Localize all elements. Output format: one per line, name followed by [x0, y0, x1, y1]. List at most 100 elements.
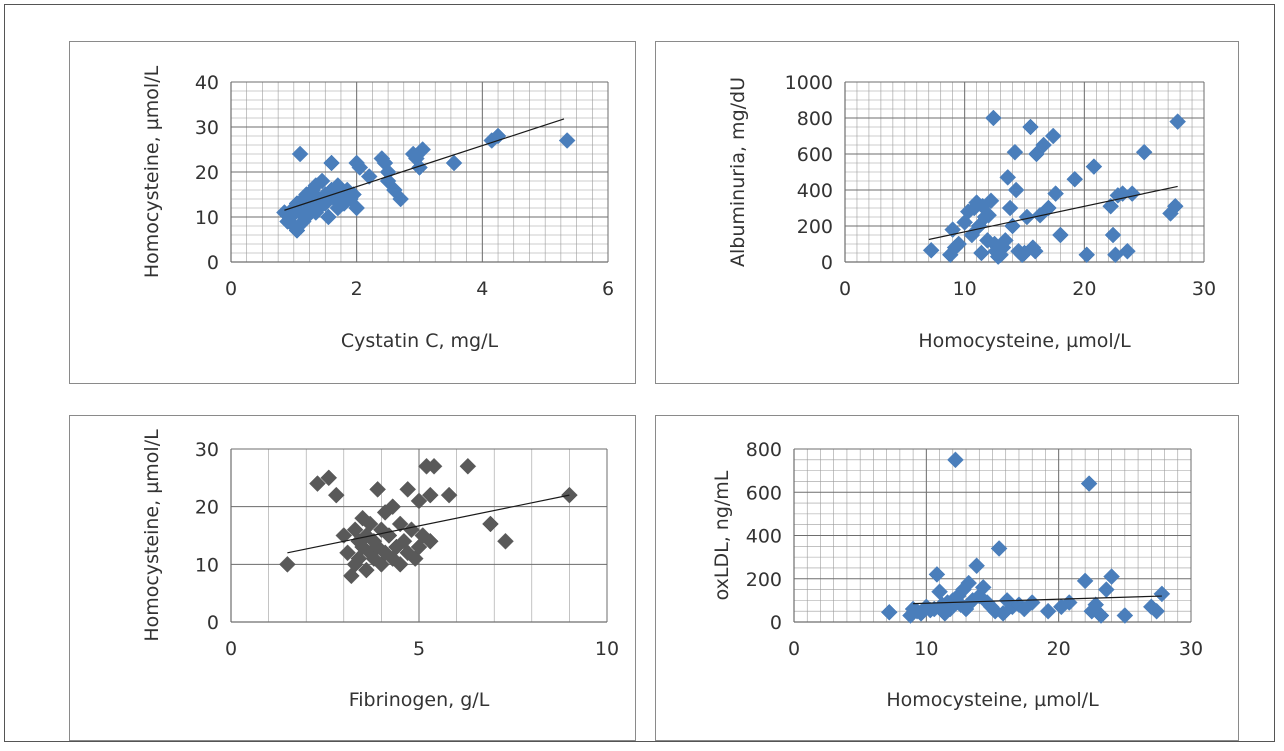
y-tick-label: 20 [195, 162, 219, 184]
x-tick-label: 10 [953, 278, 977, 300]
data-point [1039, 602, 1057, 620]
data-point [345, 186, 362, 203]
scatter-chart-homocysteine-albuminuria: 0 10 20 30 0 200 400 600 800 1000 Homocysteine, µm… [727, 72, 1216, 352]
data-point [391, 515, 409, 533]
y-tick-label: 400 [746, 526, 782, 548]
data-point [403, 521, 420, 539]
x-tick-label: 20 [1072, 278, 1096, 300]
data-point [558, 132, 576, 149]
y-tick-label: 40 [195, 72, 219, 94]
data-point [947, 451, 964, 469]
data-point [392, 190, 410, 208]
data-points [279, 457, 578, 585]
data-point [279, 555, 296, 573]
y-tick-label: 600 [797, 144, 833, 166]
y-tick-label: 20 [195, 497, 219, 519]
y-tick-label: 200 [746, 569, 782, 591]
data-point [421, 532, 439, 550]
chart-panel-cystatin: 0 2 4 6 0 10 20 30 40 Cystatin C, mg/L Homocystein… [69, 41, 636, 384]
data-point [950, 235, 968, 253]
x-tick-label: 0 [788, 638, 800, 660]
data-point [1119, 242, 1136, 260]
data-point [410, 492, 428, 510]
x-tick-label: 0 [225, 278, 237, 300]
data-point [421, 486, 439, 504]
data-point [974, 579, 992, 596]
data-point [1076, 572, 1094, 590]
data-point [391, 555, 409, 573]
x-tick-label: 30 [1179, 638, 1203, 660]
data-point [1040, 199, 1057, 217]
data-point [1001, 199, 1019, 217]
x-tick-label: 20 [1047, 638, 1071, 660]
data-point [996, 232, 1014, 249]
scatter-chart-homocysteine-oxldl: 0 10 20 30 0 200 400 600 800 Homocysteine, µmol/L… [711, 439, 1203, 711]
y-axis-title: Homocysteine, µmol/L [141, 429, 163, 642]
trendline [913, 595, 1162, 605]
x-tick-label: 10 [914, 638, 938, 660]
data-point [1007, 181, 1025, 199]
data-point [309, 475, 326, 492]
data-point [1107, 246, 1124, 264]
y-tick-label: 1000 [785, 72, 833, 94]
y-tick-label: 10 [195, 554, 219, 576]
y-tick-label: 0 [207, 252, 219, 274]
data-points [276, 127, 576, 239]
data-point [425, 457, 443, 475]
data-point [968, 557, 985, 575]
data-point [982, 192, 1000, 210]
x-axis-title: Fibrinogen, g/L [349, 689, 490, 711]
data-points [880, 451, 1171, 624]
y-tick-label: 200 [797, 216, 833, 238]
y-tick-label: 0 [770, 612, 782, 634]
trendline [284, 118, 565, 211]
x-tick-label: 6 [602, 278, 614, 300]
y-tick-label: 800 [746, 439, 782, 461]
data-point [459, 457, 477, 475]
data-point [482, 515, 499, 533]
y-tick-label: 400 [797, 180, 833, 202]
data-point [327, 486, 345, 504]
data-point [1052, 226, 1069, 244]
data-point [323, 154, 340, 172]
data-point [339, 544, 356, 562]
data-point [1148, 602, 1165, 620]
data-point [1022, 118, 1039, 136]
data-point [497, 532, 514, 550]
grid [793, 448, 1192, 623]
data-point [990, 540, 1008, 557]
data-point [1078, 246, 1096, 264]
x-tick-label: 5 [413, 638, 425, 660]
data-point [1102, 197, 1120, 215]
trendline [287, 494, 570, 554]
y-tick-label: 800 [797, 108, 833, 130]
data-point [399, 481, 417, 498]
data-point [360, 168, 378, 185]
scatter-chart-cystatin-homocysteine: 0 2 4 6 0 10 20 30 40 Cystatin C, mg/L Homocystein… [141, 65, 614, 352]
data-point [361, 515, 379, 533]
data-point [1006, 143, 1024, 161]
data-point [335, 527, 353, 544]
y-tick-label: 10 [195, 207, 219, 229]
figure-frame: 0 2 4 6 0 10 20 30 40 Cystatin C, mg/L Homocystein… [4, 4, 1275, 742]
data-point [960, 574, 978, 592]
y-tick-label: 0 [821, 252, 833, 274]
data-point [489, 127, 507, 145]
data-point [1116, 607, 1134, 624]
x-tick-label: 0 [225, 638, 237, 660]
y-axis-title: Homocysteine, µmol/L [141, 65, 163, 278]
data-point [1047, 185, 1064, 202]
data-point [440, 486, 458, 504]
data-point [1135, 143, 1153, 161]
data-point [348, 199, 366, 217]
data-point [999, 169, 1017, 186]
data-point [1123, 185, 1141, 202]
data-point [880, 603, 898, 621]
data-point [358, 561, 375, 579]
data-point [291, 145, 309, 163]
data-point [1035, 136, 1053, 154]
data-point [445, 154, 463, 172]
data-point [1169, 113, 1187, 130]
x-axis-title: Cystatin C, mg/L [341, 330, 499, 352]
x-tick-label: 30 [1192, 278, 1216, 300]
